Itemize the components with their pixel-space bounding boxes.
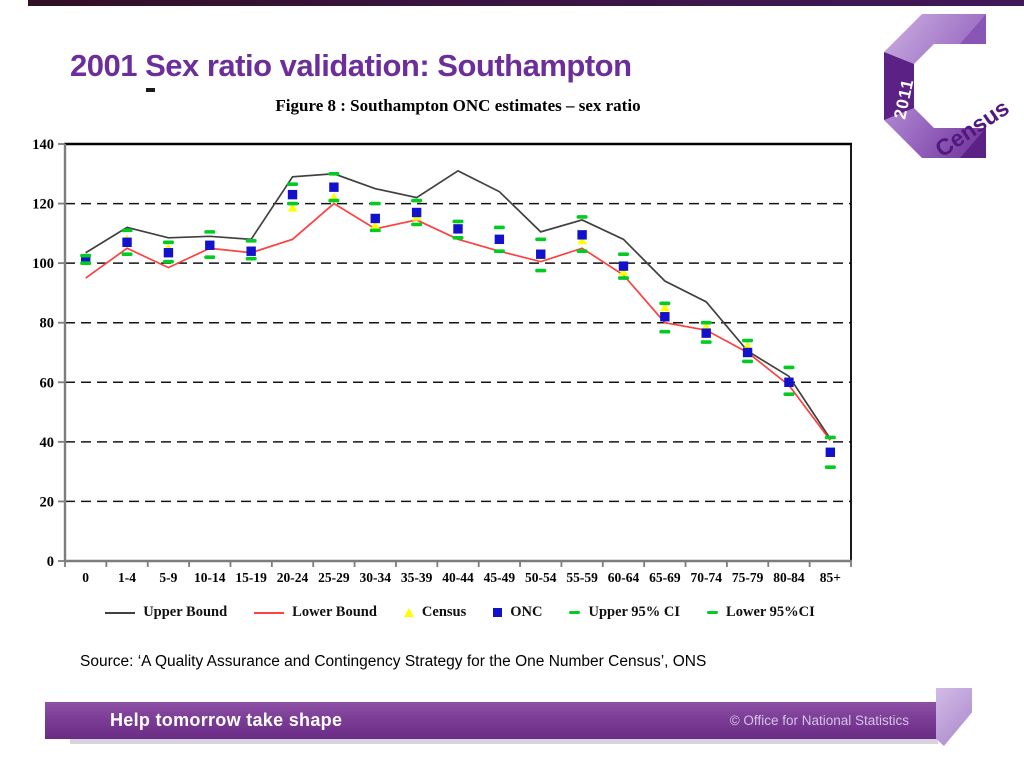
lower-ci-dash-swatch — [707, 610, 719, 615]
sex-ratio-chart: 0 20 40 60 80 100 120 140 0 1-4 5-9 10-14 15-19 20-24… — [32, 137, 852, 585]
lower-bound-line-swatch — [254, 611, 285, 614]
svg-text:40: 40 — [40, 435, 55, 451]
legend-label: Lower 95%CI — [726, 604, 815, 620]
census-2011-logo: 2011 Census — [884, 14, 1014, 162]
legend-item-lower-bound: Lower Bound — [254, 604, 377, 621]
svg-text:55-59: 55-59 — [566, 570, 598, 585]
legend-item-census: Census — [403, 604, 467, 621]
svg-text:75-79: 75-79 — [732, 570, 764, 585]
title-dash — [146, 88, 155, 92]
svg-text:50-54: 50-54 — [525, 570, 557, 585]
logo-left-band — [884, 52, 914, 120]
svg-text:10-14: 10-14 — [194, 570, 226, 585]
svg-text:140: 140 — [32, 137, 54, 153]
footer-bar: Help tomorrow take shape © Office for Na… — [45, 702, 937, 739]
top-border-strip — [28, 0, 1024, 6]
onc-square-swatch — [493, 608, 503, 617]
svg-text:65-69: 65-69 — [649, 570, 681, 585]
svg-text:25-29: 25-29 — [318, 570, 350, 585]
legend-label: Census — [421, 604, 467, 620]
svg-text:120: 120 — [32, 197, 54, 213]
footer-shadow — [70, 739, 938, 744]
footer-ribbon — [936, 688, 972, 746]
legend-label: Upper Bound — [143, 604, 228, 620]
chart-legend: Upper Bound Lower Bound Census ONC Upper… — [65, 604, 855, 621]
census-triangle-swatch — [403, 608, 414, 617]
footer-copyright: © Office for National Statistics — [729, 713, 909, 728]
svg-text:5-9: 5-9 — [159, 570, 177, 585]
figure-title: Figure 8 : Southampton ONC estimates – s… — [275, 96, 641, 115]
svg-text:20: 20 — [40, 494, 55, 510]
svg-text:60: 60 — [40, 375, 55, 391]
svg-text:70-74: 70-74 — [690, 570, 722, 585]
legend-label: ONC — [510, 604, 543, 620]
legend-item-upper-bound: Upper Bound — [105, 604, 227, 621]
logo-bottom-fold — [960, 128, 986, 158]
page-title: 2001 Sex ratio validation: Southampton — [70, 48, 632, 83]
svg-text:80-84: 80-84 — [773, 570, 805, 585]
source-citation: Source: ‘A Quality Assurance and Conting… — [80, 653, 707, 670]
svg-text:0: 0 — [47, 554, 54, 570]
svg-text:45-49: 45-49 — [484, 570, 516, 585]
logo-top-fold — [960, 14, 986, 44]
upper-bound-line-swatch — [105, 611, 136, 614]
svg-text:15-19: 15-19 — [235, 570, 267, 585]
svg-text:100: 100 — [32, 256, 54, 272]
svg-text:85+: 85+ — [820, 570, 841, 585]
svg-text:0: 0 — [82, 570, 89, 585]
logo-c-ribbon — [884, 14, 986, 158]
upper-ci-dash-swatch — [569, 610, 581, 615]
svg-text:60-64: 60-64 — [608, 570, 640, 585]
legend-item-lower-ci: Lower 95%CI — [707, 604, 815, 621]
svg-text:80: 80 — [40, 316, 55, 332]
svg-text:30-34: 30-34 — [360, 570, 392, 585]
legend-label: Lower Bound — [292, 604, 377, 620]
legend-label: Upper 95% CI — [588, 604, 681, 620]
svg-text:20-24: 20-24 — [277, 570, 309, 585]
legend-item-onc: ONC — [493, 604, 542, 621]
svg-text:1-4: 1-4 — [118, 570, 136, 585]
svg-text:35-39: 35-39 — [401, 570, 433, 585]
legend-item-upper-ci: Upper 95% CI — [569, 604, 680, 621]
svg-text:40-44: 40-44 — [442, 570, 474, 585]
footer-tagline: Help tomorrow take shape — [110, 710, 343, 730]
